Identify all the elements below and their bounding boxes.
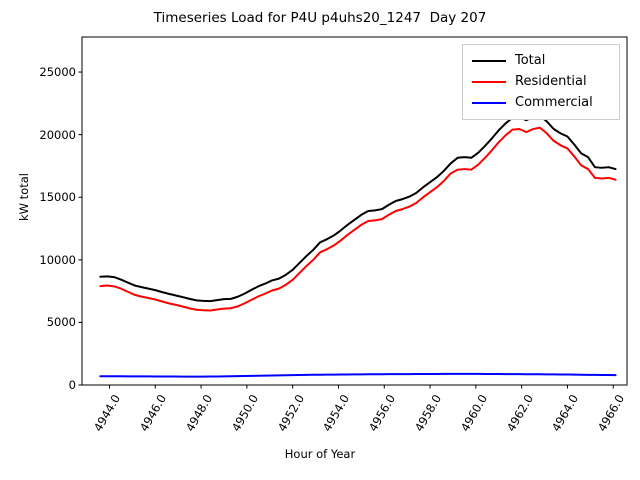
- series-line-residential: [99, 126, 617, 312]
- chart-title: Timeseries Load for P4U p4uhs20_1247 Day…: [153, 10, 487, 26]
- y-tick-label: 0: [68, 378, 76, 392]
- y-tick-label: 5000: [46, 315, 76, 330]
- series-line-total: [99, 114, 617, 303]
- legend-label: Commercial: [515, 95, 593, 110]
- legend-swatch-total: [472, 59, 506, 62]
- legend-label: Residential: [515, 74, 587, 89]
- legend-item-commercial[interactable]: Commercial: [469, 92, 613, 113]
- y-axis-label: kW total: [17, 173, 31, 221]
- legend-item-residential[interactable]: Residential: [469, 71, 613, 92]
- series-line-commercial: [99, 372, 617, 378]
- legend-item-total[interactable]: Total: [469, 50, 613, 71]
- y-tick-label: 10000: [39, 252, 76, 267]
- plot-frame: [81, 36, 628, 386]
- y-tick-label: 20000: [39, 127, 76, 142]
- y-tick-label: 25000: [39, 65, 76, 80]
- data-series-group: [99, 114, 617, 378]
- legend-swatch-commercial: [472, 101, 506, 104]
- y-tick-label: 15000: [39, 190, 76, 205]
- legend-label: Total: [515, 53, 546, 68]
- chart-legend: Total Residential Commercial: [462, 44, 620, 120]
- legend-swatch-residential: [472, 80, 506, 83]
- x-axis-label: Hour of Year: [284, 447, 356, 461]
- axes-group: [78, 36, 628, 389]
